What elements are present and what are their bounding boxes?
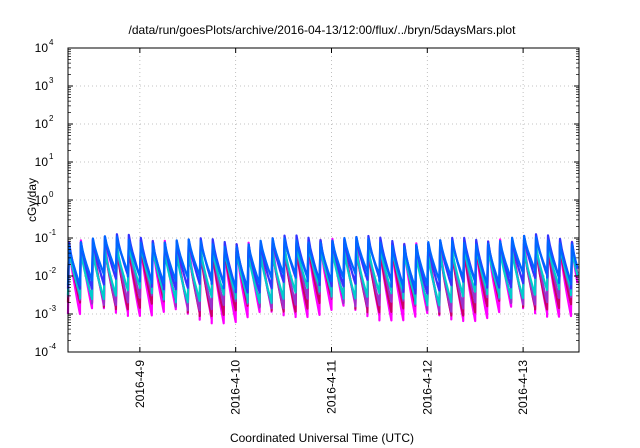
y-axis-label: cGy/day [25, 178, 39, 222]
x-tick-label: 2016-4-11 [324, 360, 338, 414]
y-tick-exponent: -1 [49, 228, 57, 237]
series-group [66, 233, 579, 325]
x-tick-label: 2016-4-10 [229, 360, 243, 415]
y-tick-label: 10 [35, 231, 49, 245]
y-tick-label: 10 [35, 307, 49, 321]
x-ticks: 2016-4-9 2016-4-10 2016-4-11 2016-4-12 2016-… [133, 48, 530, 415]
series-line-5 [66, 234, 579, 290]
y-tick-label: 10 [35, 155, 49, 169]
y-tick-label: 10 [35, 117, 49, 131]
x-tick-label: 2016-4-12 [420, 360, 434, 415]
y-tick-exponent: 0 [49, 190, 54, 199]
y-tick-label: 10 [35, 193, 49, 207]
y-tick-label: 10 [35, 79, 49, 93]
y-tick-label: 10 [35, 269, 49, 283]
y-tick-exponent: -3 [49, 304, 57, 313]
chart-title: /data/run/goesPlots/archive/2016-04-13/1… [129, 23, 517, 37]
grid [68, 47, 579, 353]
y-tick-exponent: -4 [49, 342, 57, 351]
y-tick-label: 10 [35, 345, 49, 359]
y-tick-exponent: 4 [49, 38, 54, 47]
x-axis-label: Coordinated Universal Time (UTC) [230, 431, 414, 445]
y-tick-exponent: 1 [49, 152, 54, 161]
y-tick-label: 10 [35, 41, 49, 55]
y-tick-exponent: 2 [49, 114, 54, 123]
x-tick-label: 2016-4-13 [516, 360, 530, 415]
x-tick-label: 2016-4-9 [133, 360, 147, 408]
y-tick-exponent: 3 [49, 76, 54, 85]
y-tick-exponent: -2 [49, 266, 57, 275]
